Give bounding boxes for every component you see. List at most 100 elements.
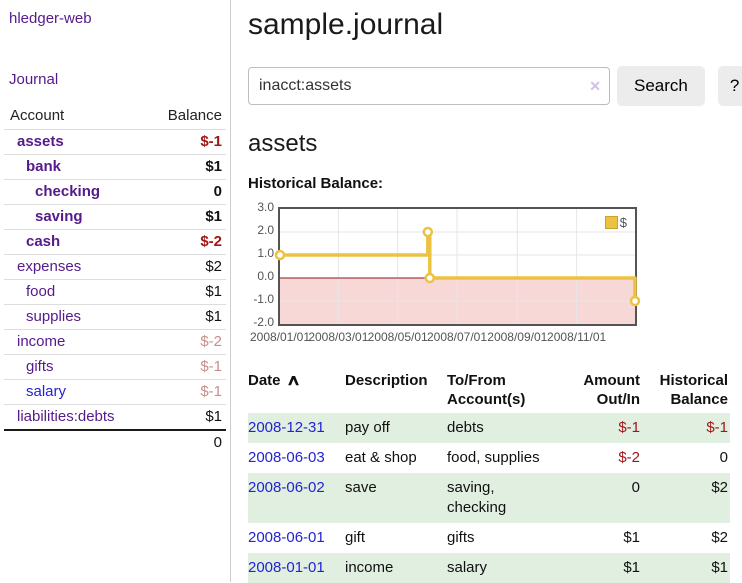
sidebar-account-link-gifts[interactable]: gifts bbox=[26, 358, 54, 375]
sidebar-account-row: bank $1 bbox=[4, 154, 226, 180]
x-tick-label: 2008/03/01 bbox=[308, 330, 369, 344]
transaction-amount: $1 bbox=[623, 529, 640, 546]
sidebar-account-balance: $1 bbox=[205, 208, 222, 225]
search-input[interactable] bbox=[248, 67, 610, 105]
transaction-date-link[interactable]: 2008-01-01 bbox=[248, 559, 325, 576]
sidebar-account-row: cash $-2 bbox=[4, 229, 226, 255]
x-tick-label: 2008/11/01 bbox=[547, 330, 607, 344]
sidebar-account-row: checking 0 bbox=[4, 179, 226, 205]
transaction-description: pay off bbox=[345, 419, 390, 436]
sidebar-account-balance: $-1 bbox=[200, 383, 222, 400]
y-tick-label: 2.0 bbox=[257, 223, 274, 237]
register-row: 2008-06-03 eat & shop food, supplies $-2 0 bbox=[248, 443, 730, 473]
y-tick-label: 3.0 bbox=[257, 200, 274, 214]
register-header-description: Description bbox=[345, 372, 428, 389]
help-button[interactable]: ? bbox=[717, 66, 742, 106]
sidebar-account-row: income $-2 bbox=[4, 329, 226, 355]
sidebar-account-link-liabilities-debts[interactable]: liabilities:debts bbox=[17, 408, 115, 425]
transaction-accounts: gifts bbox=[447, 529, 475, 546]
sidebar-account-row: supplies $1 bbox=[4, 304, 226, 330]
transaction-date-link[interactable]: 2008-06-01 bbox=[248, 529, 325, 546]
register-header-amount: Amount Out/In bbox=[583, 372, 640, 408]
transaction-accounts: food, supplies bbox=[447, 449, 540, 466]
y-tick-label: -2.0 bbox=[253, 315, 274, 329]
sidebar-account-row: gifts $-1 bbox=[4, 354, 226, 380]
transaction-balance: 0 bbox=[719, 449, 728, 466]
transaction-description: eat & shop bbox=[345, 449, 417, 466]
x-tick-label: 2008/01/01 bbox=[249, 330, 311, 344]
sidebar-account-link-assets[interactable]: assets bbox=[17, 133, 64, 150]
app-title-link[interactable]: hledger-web bbox=[9, 10, 92, 27]
register-header-row: Date ∧ Description To/From Account(s) Amount O… bbox=[248, 369, 730, 413]
register-header-historical: Historical Balance bbox=[659, 372, 728, 408]
sidebar-total-row: 0 bbox=[4, 430, 226, 455]
sidebar-account-link-cash[interactable]: cash bbox=[26, 233, 61, 250]
transaction-amount: 0 bbox=[631, 479, 640, 496]
sidebar: hledger-web Journal Account Balance asse… bbox=[0, 0, 231, 582]
sidebar-account-row: liabilities:debts $1 bbox=[4, 404, 226, 431]
accounts-table: Account Balance assets $-1 bank $1 checking 0… bbox=[4, 104, 226, 455]
page-title: sample.journal bbox=[248, 8, 444, 41]
transaction-balance: $2 bbox=[711, 479, 728, 496]
chart-legend: $ bbox=[602, 214, 629, 231]
sidebar-account-balance: $1 bbox=[205, 308, 222, 325]
transaction-amount: $-2 bbox=[618, 449, 640, 466]
sidebar-account-row: expenses $2 bbox=[4, 254, 226, 280]
x-tick-label: 2008/05/01 bbox=[367, 330, 428, 344]
sidebar-account-link-bank[interactable]: bank bbox=[26, 158, 62, 175]
transaction-accounts: saving, checking bbox=[447, 479, 507, 516]
y-tick-label: 0.0 bbox=[257, 269, 274, 283]
sort-ascending-icon[interactable]: ∧ bbox=[285, 372, 301, 389]
sidebar-account-balance: $-1 bbox=[200, 133, 222, 150]
transaction-amount: $-1 bbox=[618, 419, 640, 436]
register-row: 2008-12-31 pay off debts $-1 $-1 bbox=[248, 413, 730, 443]
transaction-description: income bbox=[345, 559, 394, 576]
register-row: 2008-01-01 income salary $1 $1 bbox=[248, 553, 730, 583]
main-content: sample.journal ✕ Search ? assets Histori… bbox=[248, 0, 742, 583]
sidebar-account-row: food $1 bbox=[4, 279, 226, 305]
sidebar-account-link-supplies[interactable]: supplies bbox=[26, 308, 82, 325]
transaction-balance: $-1 bbox=[706, 419, 728, 436]
account-heading: assets bbox=[248, 130, 318, 157]
sidebar-item-journal[interactable]: Journal bbox=[9, 71, 59, 88]
register-table: Date ∧ Description To/From Account(s) Amount O… bbox=[248, 369, 730, 583]
register-row: 2008-06-01 gift gifts $1 $2 bbox=[248, 523, 730, 553]
sidebar-account-link-expenses[interactable]: expenses bbox=[17, 258, 82, 275]
chart-svg bbox=[274, 209, 641, 324]
search-button[interactable]: Search bbox=[617, 66, 705, 106]
y-tick-label: -1.0 bbox=[253, 292, 274, 306]
sidebar-account-row: saving $1 bbox=[4, 204, 226, 230]
sidebar-account-balance: $-1 bbox=[200, 358, 222, 375]
sidebar-account-link-income[interactable]: income bbox=[17, 333, 66, 350]
sidebar-account-link-food[interactable]: food bbox=[26, 283, 56, 300]
transaction-balance: $2 bbox=[711, 529, 728, 546]
transaction-date-link[interactable]: 2008-06-02 bbox=[248, 479, 325, 496]
chart-title: Historical Balance: bbox=[248, 175, 384, 192]
transaction-balance: $1 bbox=[711, 559, 728, 576]
legend-label: $ bbox=[619, 215, 627, 230]
register-header-to-from: To/From Account(s) bbox=[447, 372, 526, 408]
sidebar-account-row: salary $-1 bbox=[4, 379, 226, 405]
sidebar-account-link-checking[interactable]: checking bbox=[35, 183, 101, 200]
sidebar-total-balance: 0 bbox=[213, 434, 222, 451]
search-box: ✕ bbox=[248, 67, 610, 105]
x-tick-label: 2008/09/01 bbox=[487, 330, 548, 344]
accounts-header-account: Account bbox=[10, 107, 65, 124]
sidebar-account-link-saving[interactable]: saving bbox=[35, 208, 83, 225]
sidebar-account-balance: $1 bbox=[205, 408, 222, 425]
sidebar-account-link-salary[interactable]: salary bbox=[26, 383, 67, 400]
transaction-date-link[interactable]: 2008-06-03 bbox=[248, 449, 325, 466]
historical-balance-chart: $ 3.0 2.0 1.0 0.0 -1.0 -2.0 2008/01/01 2008/03… bbox=[248, 200, 734, 349]
sidebar-account-balance: $2 bbox=[205, 258, 222, 275]
transaction-accounts: salary bbox=[447, 559, 488, 576]
transaction-accounts: debts bbox=[447, 419, 484, 436]
search-form: ✕ Search ? bbox=[248, 66, 742, 106]
sidebar-account-balance: 0 bbox=[213, 183, 222, 200]
transaction-amount: $1 bbox=[623, 559, 640, 576]
transaction-description: gift bbox=[345, 529, 366, 546]
sidebar-account-balance: $1 bbox=[205, 283, 222, 300]
transaction-description: save bbox=[345, 479, 377, 496]
clear-search-icon[interactable]: ✕ bbox=[589, 78, 601, 94]
sidebar-account-balance: $1 bbox=[205, 158, 222, 175]
transaction-date-link[interactable]: 2008-12-31 bbox=[248, 419, 325, 436]
